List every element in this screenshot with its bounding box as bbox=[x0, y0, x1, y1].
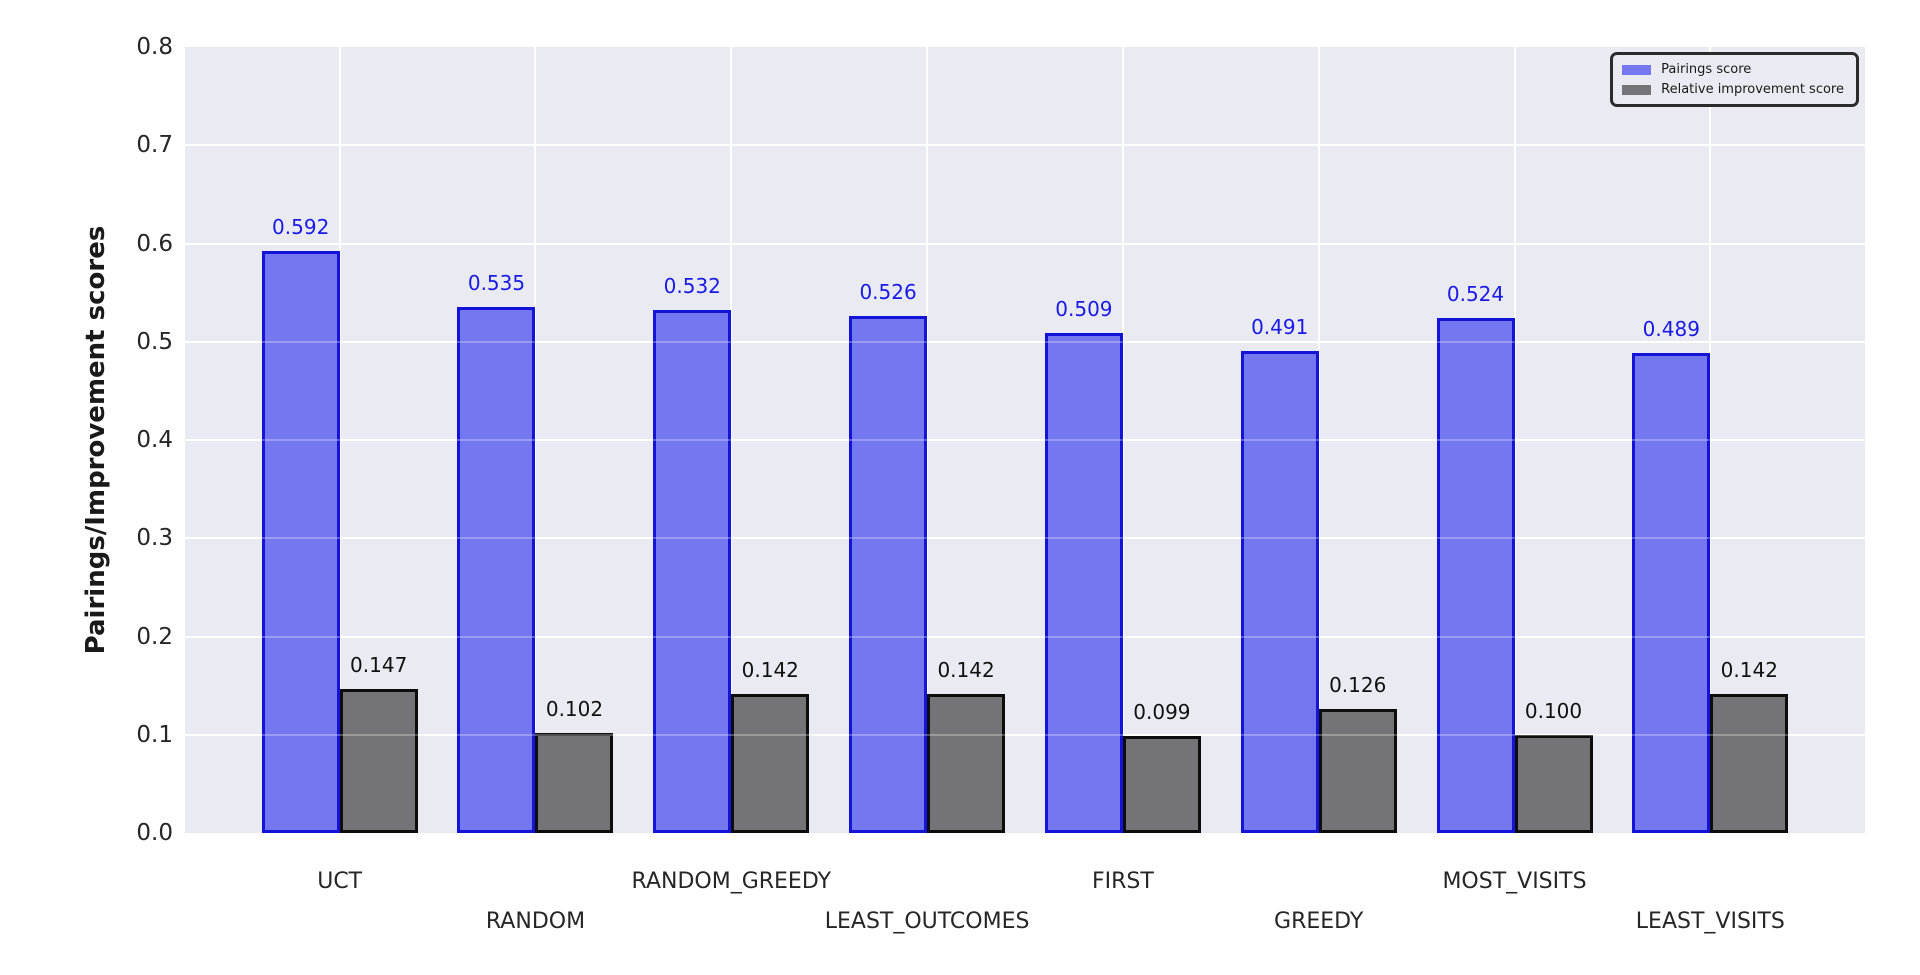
legend-item-pairings-score: Pairings score bbox=[1622, 62, 1844, 77]
value-label-pairings-first: 0.509 bbox=[1055, 296, 1113, 321]
bar-pairings-least-visits bbox=[1632, 352, 1711, 833]
legend: Pairings score Relative improvement scor… bbox=[1610, 52, 1859, 107]
bar-pairings-greedy bbox=[1240, 350, 1319, 833]
bar-pairings-uct bbox=[261, 251, 340, 833]
y-axis-label: Pairings/Improvement scores bbox=[81, 225, 111, 655]
bar-improvement-first bbox=[1122, 735, 1201, 833]
legend-label-pairings-score: Pairings score bbox=[1661, 62, 1752, 77]
bar-improvement-random bbox=[535, 732, 614, 833]
value-label-pairings-most-visits: 0.524 bbox=[1446, 282, 1505, 307]
x-label-random: RANDOM bbox=[485, 909, 586, 934]
bar-improvement-greedy bbox=[1318, 709, 1397, 833]
legend-label-relative-improvement-score: Relative improvement score bbox=[1661, 82, 1844, 97]
x-label-first: FIRST bbox=[1091, 869, 1154, 894]
value-label-improvement-least-outcomes: 0.142 bbox=[937, 657, 995, 682]
y-tick-0.2: 0.2 bbox=[136, 623, 173, 650]
value-label-pairings-random: 0.535 bbox=[467, 271, 526, 296]
value-label-improvement-most-visits: 0.100 bbox=[1524, 698, 1583, 723]
value-label-improvement-least-visits: 0.142 bbox=[1720, 657, 1778, 682]
bar-improvement-most-visits bbox=[1514, 734, 1593, 833]
bars-layer: 0.592 0.147 0.535 0.102 0.532 0.142 0.526 0.142… bbox=[185, 47, 1865, 833]
bar-improvement-least-visits bbox=[1710, 693, 1789, 833]
bar-pairings-first bbox=[1044, 332, 1123, 833]
value-label-pairings-greedy: 0.491 bbox=[1251, 314, 1309, 339]
bar-pairings-random-greedy bbox=[653, 310, 732, 833]
legend-swatch-pairings-score bbox=[1622, 64, 1652, 75]
bar-pairings-random bbox=[457, 307, 536, 833]
value-label-improvement-uct: 0.147 bbox=[350, 652, 408, 677]
value-label-improvement-first: 0.099 bbox=[1133, 699, 1191, 724]
value-label-pairings-least-visits: 0.489 bbox=[1642, 316, 1700, 341]
y-tick-0.4: 0.4 bbox=[136, 427, 173, 453]
bar-pairings-most-visits bbox=[1436, 318, 1515, 833]
value-label-pairings-random-greedy: 0.532 bbox=[663, 274, 721, 299]
value-label-pairings-least-outcomes: 0.526 bbox=[859, 280, 917, 305]
x-label-random-greedy: RANDOM_GREEDY bbox=[631, 869, 832, 894]
bar-improvement-random-greedy bbox=[731, 693, 810, 833]
legend-item-relative-improvement-score: Relative improvement score bbox=[1622, 82, 1844, 97]
y-tick-0.3: 0.3 bbox=[136, 525, 173, 552]
value-label-improvement-random-greedy: 0.142 bbox=[741, 657, 799, 682]
value-label-improvement-random: 0.102 bbox=[545, 696, 604, 721]
legend-swatch-relative-improvement-score bbox=[1622, 84, 1652, 95]
x-label-uct: UCT bbox=[317, 869, 363, 894]
bar-improvement-least-outcomes bbox=[927, 693, 1006, 833]
y-tick-0.7: 0.7 bbox=[136, 132, 173, 159]
value-label-pairings-uct: 0.592 bbox=[272, 215, 330, 240]
y-tick-0.5: 0.5 bbox=[136, 328, 173, 355]
y-tick-0.8: 0.8 bbox=[136, 34, 173, 60]
bar-pairings-least-outcomes bbox=[849, 316, 928, 833]
x-label-most-visits: MOST_VISITS bbox=[1442, 869, 1587, 894]
value-label-improvement-greedy: 0.126 bbox=[1329, 673, 1387, 698]
plot-area: 0.592 0.147 0.535 0.102 0.532 0.142 0.526 0.142… bbox=[185, 47, 1865, 833]
y-tick-0.1: 0.1 bbox=[136, 721, 173, 748]
bar-improvement-uct bbox=[339, 688, 418, 833]
y-tick-0.0: 0.0 bbox=[136, 820, 173, 846]
x-label-least-visits: LEAST_VISITS bbox=[1635, 909, 1785, 934]
y-tick-0.6: 0.6 bbox=[136, 230, 173, 257]
x-label-greedy: GREEDY bbox=[1274, 909, 1364, 934]
x-label-least-outcomes: LEAST_OUTCOMES bbox=[824, 909, 1030, 934]
